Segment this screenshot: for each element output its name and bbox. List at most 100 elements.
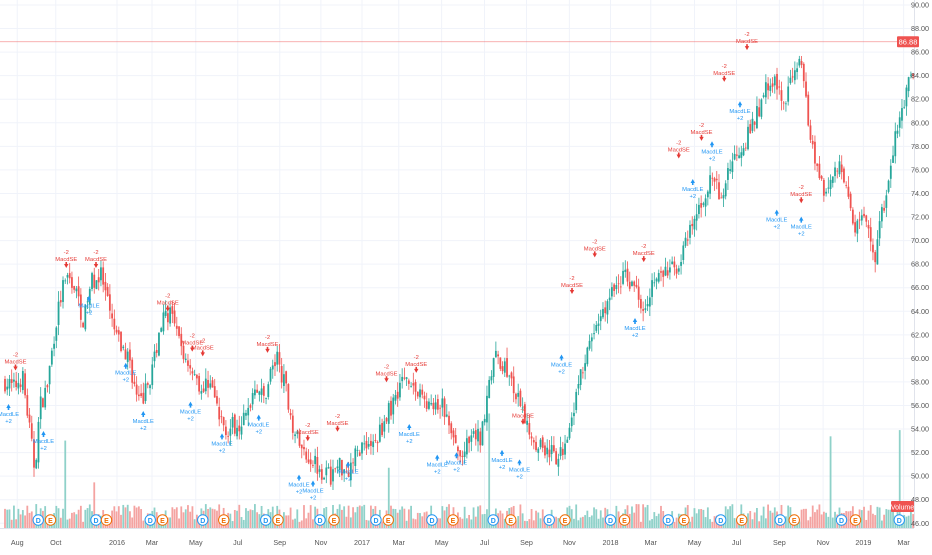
earnings-marker[interactable]: E [100,514,113,526]
candle-body [403,377,406,379]
arrow-up-icon [310,480,316,487]
volume-bar [211,508,214,528]
dividend-marker[interactable]: D [314,514,326,526]
dividend-marker[interactable]: D [774,514,786,526]
dividend-marker[interactable]: D [662,514,674,526]
price-tick-label: 56.00 [911,401,929,410]
dividend-marker[interactable]: D [487,514,499,526]
long-signal: MacdLE+2 [766,209,788,231]
dividend-marker[interactable]: D [144,514,156,526]
candle-body [787,86,790,102]
arrow-up-icon [774,209,779,216]
volume-bar [309,505,312,528]
candle-body [604,307,607,314]
candle-body [854,222,857,233]
volume-bar [229,513,232,528]
earnings-marker[interactable]: E [156,514,169,526]
candle-body [39,396,42,420]
earnings-marker[interactable]: E [736,514,748,526]
arrow-down-icon [699,134,704,141]
long-signal: MacdLE+2 [115,362,137,384]
candle-body [249,405,252,408]
earnings-marker[interactable]: E [559,514,571,526]
dividend-marker[interactable]: D [543,514,555,526]
time-tick-label: Nov [563,538,576,547]
volume-bar [907,515,910,528]
earnings-marker[interactable]: E [618,514,631,526]
earnings-marker[interactable]: E [788,514,800,526]
volume-bar [209,507,212,528]
dividend-icon [893,514,905,526]
earnings-marker[interactable]: E [447,514,459,526]
dividend-marker[interactable]: D [426,514,438,526]
candle-body [532,440,535,443]
volume-bar [401,506,404,528]
candle-body [780,90,783,101]
dividend-marker[interactable]: D [32,514,44,526]
short-signal-label: MacdSE [192,345,214,351]
volume-bar [689,521,691,528]
candle-body [860,215,863,221]
dividend-marker[interactable]: D [715,514,727,526]
dividend-marker[interactable]: D [90,514,102,526]
earnings-icon [272,514,284,526]
volume-bar [889,509,892,528]
candle-body [316,457,319,474]
volume-bar [407,509,410,528]
arrow-down-icon [520,418,526,425]
candle-body [405,377,408,379]
earnings-marker[interactable]: E [44,514,57,526]
dividend-marker[interactable]: D [370,514,382,526]
volume-bar [827,516,830,528]
volume-bar [577,520,580,528]
volume-bar [657,513,660,528]
volume-bar [816,509,819,528]
earnings-marker[interactable]: E [505,514,517,526]
event-marker-letter: D [36,518,41,525]
candle-body [818,163,821,179]
volume-bar [62,508,64,528]
earnings-marker[interactable]: E [328,514,340,526]
price-axis[interactable]: 46.00 48.00 50.00 52.00 54.00 56.00 58.00 60.00… [911,0,932,550]
candle-body [778,86,781,88]
earnings-marker[interactable]: E [218,514,230,526]
dividend-marker[interactable]: D [835,514,848,526]
time-axis[interactable]: Aug Oct 2016 Mar May Jul Sep Nov 2017 Mar May Jul Se… [0,528,914,548]
price-tick-label: 60.00 [911,354,929,363]
volume-bar [6,509,9,528]
dividend-marker[interactable]: D [893,514,905,526]
candle-body [73,286,76,290]
candle-body [4,378,6,392]
short-signal-label: MacdSE [633,251,655,257]
candle-body [102,267,105,285]
candle-body [84,305,87,330]
long-signal: MacdLE+2 [509,459,530,480]
volume-bar [691,516,694,528]
volume-bar [26,505,29,528]
dividend-marker[interactable]: D [260,514,272,526]
long-signal-qty: +2 [40,446,47,452]
volume-bar [341,509,343,528]
dividend-marker[interactable]: D [604,514,617,526]
candle-body [291,415,294,433]
candle-body [164,310,167,316]
volume-bar [898,430,901,528]
earnings-marker[interactable]: E [272,514,284,526]
volume-bar [756,507,758,528]
volume-bar [863,506,865,528]
candle-body [378,424,381,442]
candle-body [769,85,772,91]
volume-bar [436,518,439,528]
dividend-marker[interactable]: D [197,514,209,526]
earnings-marker[interactable]: E [849,514,862,526]
time-tick-label: 2016 [109,538,125,547]
volume-bar [254,504,256,528]
earnings-marker[interactable]: E [678,514,690,526]
earnings-marker[interactable]: E [382,514,394,526]
candle-body [802,63,805,82]
time-tick-label: Jul [732,538,742,547]
